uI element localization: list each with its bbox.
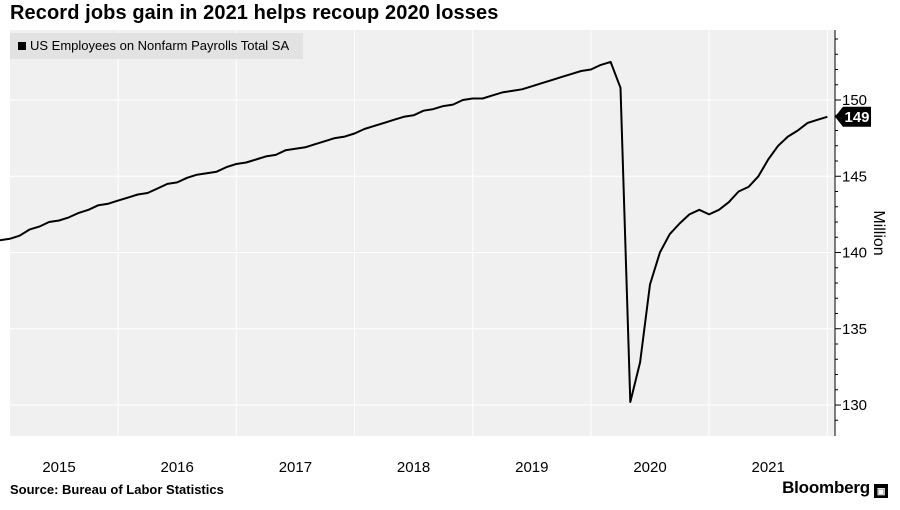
y-axis-label: Million: [870, 210, 887, 255]
chart-title: Record jobs gain in 2021 helps recoup 20…: [10, 2, 499, 24]
y-tick-label: 150: [842, 92, 867, 109]
x-tick-label: 2018: [397, 459, 430, 476]
x-tick-label: 2020: [633, 459, 666, 476]
legend-label: US Employees on Nonfarm Payrolls Total S…: [30, 38, 290, 53]
x-tick-label: 2015: [42, 459, 75, 476]
terminal-icon: ▣: [874, 484, 888, 498]
source-note: Source: Bureau of Labor Statistics: [10, 482, 224, 497]
last-value-callout: 149: [835, 106, 871, 127]
legend-swatch: [18, 42, 26, 50]
y-tick-label: 130: [842, 397, 867, 414]
plot-area: [10, 30, 835, 436]
x-axis: 2015 2016 2017 2018 2019 2020 2021: [42, 459, 785, 476]
series-line: [0, 60, 828, 403]
y-axis: 130 135 140 145 150: [834, 30, 867, 436]
callout-box: [835, 106, 871, 127]
y-tick-label: 135: [842, 321, 867, 338]
x-tick-label: 2017: [279, 459, 312, 476]
x-tick-label: 2019: [515, 459, 548, 476]
gridlines: [10, 30, 835, 436]
brand-logo: Bloomberg ▣: [782, 478, 888, 498]
y-tick-label: 145: [842, 168, 867, 185]
x-tick-label: 2016: [161, 459, 194, 476]
callout-value: 149: [844, 109, 869, 126]
y-tick-label: 140: [842, 245, 867, 262]
brand-name: Bloomberg: [782, 478, 870, 497]
x-tick-label: 2021: [752, 459, 785, 476]
legend: US Employees on Nonfarm Payrolls Total S…: [10, 33, 303, 59]
